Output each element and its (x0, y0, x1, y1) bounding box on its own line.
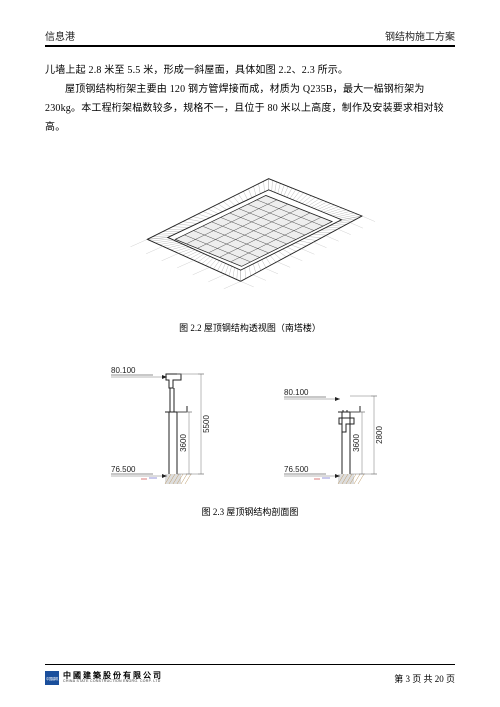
header-rule (45, 45, 455, 47)
logo-en: CHINA STATE CONSTRUCTION ENGRG. CORP. LT… (63, 680, 163, 684)
section-left: 80.100 76.500 5500 3600 (91, 344, 236, 499)
section-right: 80.100 76.500 2800 3600 (264, 344, 409, 499)
pager-total: 20 (435, 674, 444, 684)
paragraph-1: 儿墙上起 2.8 米至 5.5 米，形成一斜屋面，具体如图 2.2、2.3 所示… (45, 61, 455, 80)
svg-text:5500: 5500 (202, 415, 211, 433)
header-left: 信息港 (45, 28, 75, 43)
section-left-svg: 80.100 76.500 5500 3600 (91, 344, 236, 499)
caption-2-3: 图 2.3 屋顶钢结构剖面图 (45, 505, 455, 518)
header-right: 钢结构施工方案 (385, 28, 455, 43)
isometric-svg (110, 145, 390, 315)
level-top: 80.100 (284, 388, 309, 397)
footer-rule (45, 664, 455, 665)
level-bottom: 76.500 (284, 465, 309, 474)
isometric-diagram (110, 145, 390, 315)
caption-2-2: 图 2.2 屋顶钢结构透视图（南塔楼） (45, 321, 455, 334)
company-logo: 中国建筑 中國建築股份有限公司 CHINA STATE CONSTRUCTION… (45, 671, 163, 685)
figure-2-2 (45, 137, 455, 315)
svg-text:3600: 3600 (179, 434, 188, 452)
logo-mark: 中国建筑 (45, 671, 59, 685)
pager-prefix: 第 (394, 674, 405, 684)
svg-text:3600: 3600 (352, 434, 361, 452)
figure-2-3: 80.100 76.500 5500 3600 80.100 76.500 2800 360… (45, 344, 455, 499)
body-text: 儿墙上起 2.8 米至 5.5 米，形成一斜屋面，具体如图 2.2、2.3 所示… (45, 61, 455, 137)
page-number: 第 3 页 共 20 页 (394, 672, 455, 685)
pager-suffix: 页 (444, 674, 455, 684)
svg-text:2800: 2800 (375, 426, 384, 444)
section-right-svg: 80.100 76.500 2800 3600 (264, 344, 409, 499)
logo-text: 中國建築股份有限公司 CHINA STATE CONSTRUCTION ENGR… (63, 672, 163, 684)
paragraph-2: 屋顶钢结构桁架主要由 120 钢方管焊接而成，材质为 Q235B，最大一榀钢桁架… (45, 80, 455, 137)
level-top: 80.100 (111, 366, 136, 375)
header: 信息港 钢结构施工方案 (45, 0, 455, 43)
page: 信息港 钢结构施工方案 儿墙上起 2.8 米至 5.5 米，形成一斜屋面，具体如… (0, 0, 500, 707)
pager-mid: 页 共 (410, 674, 435, 684)
logo-mark-text: 中国建筑 (46, 676, 58, 681)
footer: 中国建筑 中國建築股份有限公司 CHINA STATE CONSTRUCTION… (0, 671, 500, 685)
level-bottom: 76.500 (111, 465, 136, 474)
